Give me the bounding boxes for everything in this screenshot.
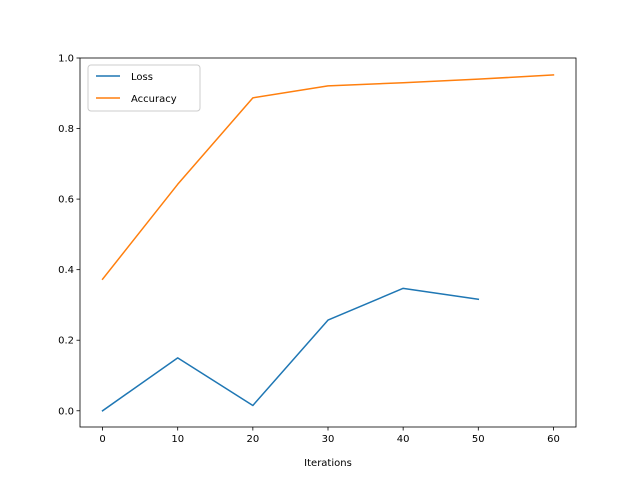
x-axis-ticks: 0 10 20 30 40 50 60 [99,427,560,445]
y-tick-label: 1.0 [58,54,74,65]
y-tick-label: 0.2 [58,336,74,347]
plot-area [80,58,576,427]
series-line-loss [101,287,480,412]
x-tick-label: 10 [171,434,184,445]
y-tick-label: 0.0 [58,406,74,417]
x-tick-label: 30 [322,434,335,445]
y-tick-label: 0.6 [58,195,74,206]
x-tick-label: 50 [472,434,485,445]
x-tick-label: 60 [547,434,560,445]
legend-label-loss: Loss [131,72,153,83]
y-tick-label: 0.4 [58,265,74,276]
series-layer [101,74,555,412]
series-line-accuracy [101,74,555,281]
y-tick-label: 0.8 [58,124,74,135]
x-tick-label: 20 [246,434,259,445]
x-axis-label: Iterations [304,458,352,469]
y-axis-ticks: 0.0 0.2 0.4 0.6 0.8 1.0 [58,54,80,417]
x-tick-label: 40 [397,434,410,445]
x-tick-label: 0 [99,434,105,445]
legend-label-accuracy: Accuracy [131,94,177,105]
legend: Loss Accuracy [87,64,201,112]
